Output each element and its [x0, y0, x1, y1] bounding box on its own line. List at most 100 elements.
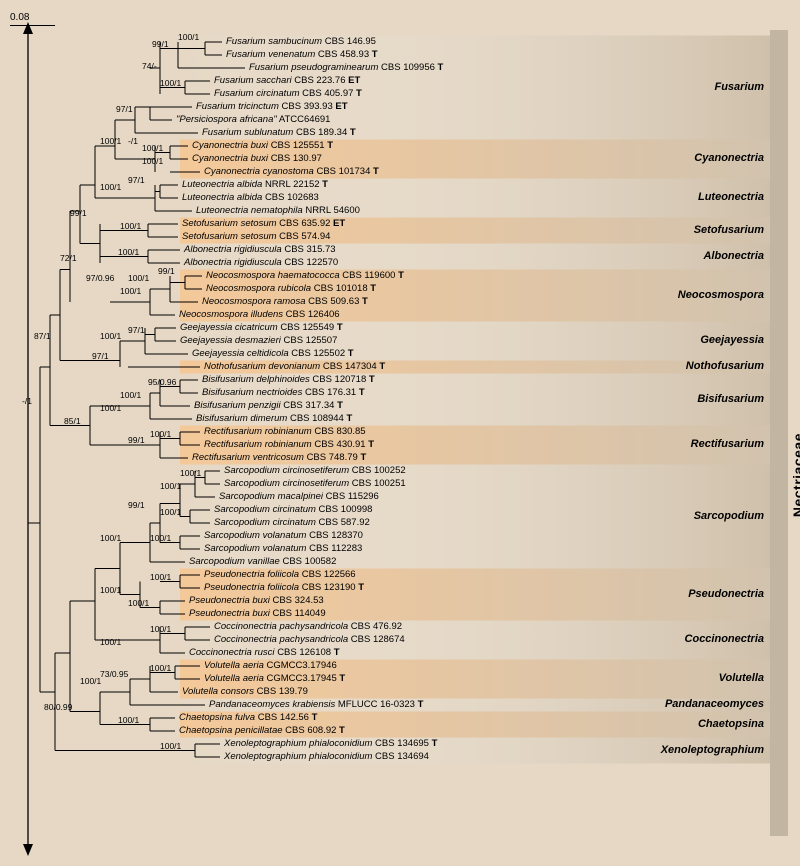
support-value: 87/1	[34, 331, 51, 341]
genus-label: Cyanonectria	[694, 152, 764, 164]
taxon-row: Sarcopodium circinatum CBS 587.92	[214, 517, 370, 529]
support-value: 100/1	[118, 247, 139, 257]
taxon-row: Albonectria rigidiuscula CBS 315.73	[184, 244, 336, 256]
taxon-row: Luteonectria nematophila NRRL 54600	[196, 205, 360, 217]
taxon-row: Fusarium sublunatum CBS 189.34 T	[202, 127, 356, 139]
support-value: 73/0.95	[100, 669, 128, 679]
support-value: 99/1	[128, 435, 145, 445]
genus-label: Luteonectria	[698, 191, 764, 203]
support-value: 97/1	[128, 175, 145, 185]
genus-label: Fusarium	[714, 81, 764, 93]
genus-label: Setofusarium	[694, 224, 764, 236]
genus-label: Xenoleptographium	[661, 744, 764, 756]
support-value: 74/-	[142, 61, 157, 71]
taxon-row: Fusarium venenatum CBS 458.93 T	[226, 49, 378, 61]
taxon-row: Chaetopsina fulva CBS 142.56 T	[179, 712, 317, 724]
taxon-row: Sarcopodium volanatum CBS 112283	[204, 543, 362, 555]
support-value: 100/1	[120, 390, 141, 400]
support-value: 95/0.96	[148, 377, 176, 387]
taxon-row: Rectifusarium robinianum CBS 430.91 T	[204, 439, 374, 451]
genus-label: Geejayessia	[700, 334, 764, 346]
taxon-row: Geejayessia cicatricum CBS 125549 T	[180, 322, 343, 334]
support-value: 97/1	[116, 104, 133, 114]
support-value: 100/1	[178, 32, 199, 42]
taxon-row: Coccinonectria pachysandricola CBS 12867…	[214, 634, 405, 646]
taxon-row: Pandanaceomyces krabiensis MFLUCC 16-032…	[209, 699, 423, 711]
support-value: 100/1	[128, 598, 149, 608]
taxon-row: Geejayessia celtidicola CBS 125502 T	[192, 348, 354, 360]
genus-label: Coccinonectria	[685, 633, 764, 645]
support-value: 80/0.99	[44, 702, 72, 712]
taxon-row: Bisifusarium dimerum CBS 108944 T	[196, 413, 352, 425]
support-value: 100/1	[160, 481, 181, 491]
support-value: 100/1	[100, 403, 121, 413]
support-value: 100/1	[100, 533, 121, 543]
taxon-row: Setofusarium setosum CBS 574.94	[182, 231, 330, 243]
support-value: 100/1	[160, 741, 181, 751]
support-value: 100/1	[150, 663, 171, 673]
taxon-row: Xenoleptographium phialoconidium CBS 134…	[224, 738, 437, 750]
taxon-row: Albonectria rigidiuscula CBS 122570	[184, 257, 338, 269]
taxon-row: Setofusarium setosum CBS 635.92 ET	[182, 218, 345, 230]
scale-bar: 0.08	[10, 12, 55, 26]
support-value: 99/1	[128, 500, 145, 510]
genus-label: Chaetopsina	[698, 718, 764, 730]
support-value: 100/1	[100, 637, 121, 647]
taxon-row: Coccinonectria rusci CBS 126108 T	[189, 647, 340, 659]
support-value: -/1	[128, 136, 138, 146]
taxon-row: Volutella aeria CGMCC3.17945 T	[204, 673, 345, 685]
taxon-row: Fusarium pseudograminearum CBS 109956 T	[249, 62, 443, 74]
taxon-row: Fusarium circinatum CBS 405.97 T	[214, 88, 362, 100]
support-value: 100/1	[150, 429, 171, 439]
taxon-row: Volutella aeria CGMCC3.17946	[204, 660, 337, 672]
scale-label: 0.08	[10, 12, 29, 23]
genus-label: Pandanaceomyces	[665, 698, 764, 710]
taxon-row: Bisifusarium nectrioides CBS 176.31 T	[202, 387, 365, 399]
support-value: 100/1	[120, 286, 141, 296]
taxon-row: Pseudonectria foliicola CBS 123190 T	[204, 582, 364, 594]
taxon-row: Neocosmospora haematococca CBS 119600 T	[206, 270, 404, 282]
support-value: 72/1	[60, 253, 77, 263]
support-value: 100/1	[120, 221, 141, 231]
taxon-row: Pseudonectria foliicola CBS 122566	[204, 569, 356, 581]
support-value: -/1	[22, 396, 32, 406]
support-value: 100/1	[80, 676, 101, 686]
taxon-row: Sarcopodium circinosetiferum CBS 100252	[224, 465, 406, 477]
support-value: 100/1	[160, 78, 181, 88]
support-value: 97/1	[128, 325, 145, 335]
genus-label: Neocosmospora	[678, 289, 764, 301]
support-value: 100/1	[180, 468, 201, 478]
taxon-row: Luteonectria albida CBS 102683	[182, 192, 319, 204]
taxon-row: Nothofusarium devonianum CBS 147304 T	[204, 361, 385, 373]
taxon-row: Sarcopodium volanatum CBS 128370	[204, 530, 363, 542]
support-value: 100/1	[150, 533, 171, 543]
taxon-row: Pseudonectria buxi CBS 324.53	[189, 595, 324, 607]
support-value: 85/1	[64, 416, 81, 426]
genus-label: Rectifusarium	[691, 438, 764, 450]
taxon-row: Sarcopodium circinosetiferum CBS 100251	[224, 478, 406, 490]
taxon-row: Xenoleptographium phialoconidium CBS 134…	[224, 751, 429, 763]
genus-label: Nothofusarium	[686, 360, 764, 372]
taxon-row: "Persiciospora africana" ATCC64691	[176, 114, 330, 126]
taxon-row: Cyanonectria buxi CBS 125551 T	[192, 140, 333, 152]
taxon-row: Neocosmospora ramosa CBS 509.63 T	[202, 296, 368, 308]
taxon-row: Neocosmospora rubicola CBS 101018 T	[206, 283, 376, 295]
support-value: 100/1	[100, 182, 121, 192]
support-value: 100/1	[150, 572, 171, 582]
support-value: 100/1	[160, 507, 181, 517]
taxon-row: Bisifusarium delphinoides CBS 120718 T	[202, 374, 375, 386]
taxon-row: Geejayessia desmazieri CBS 125507	[180, 335, 337, 347]
taxon-row: Cyanonectria buxi CBS 130.97	[192, 153, 322, 165]
support-value: 100/1	[142, 156, 163, 166]
taxon-row: Fusarium tricinctum CBS 393.93 ET	[196, 101, 348, 113]
support-value: 97/0.96	[86, 273, 114, 283]
genus-label: Albonectria	[703, 250, 764, 262]
taxon-row: Sarcopodium circinatum CBS 100998	[214, 504, 372, 516]
support-value: 100/1	[100, 331, 121, 341]
taxon-row: Bisifusarium penzigii CBS 317.34 T	[194, 400, 343, 412]
taxon-row: Cyanonectria cyanostoma CBS 101734 T	[204, 166, 379, 178]
support-value: 100/1	[142, 143, 163, 153]
genus-label: Pseudonectria	[688, 588, 764, 600]
support-value: 99/1	[158, 266, 175, 276]
taxon-row: Rectifusarium robinianum CBS 830.85	[204, 426, 366, 438]
